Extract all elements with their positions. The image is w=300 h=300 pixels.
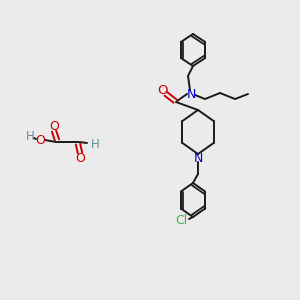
Text: O: O <box>49 119 59 133</box>
Text: O: O <box>158 85 168 98</box>
Text: O: O <box>75 152 85 164</box>
Text: O: O <box>35 134 45 146</box>
Text: N: N <box>193 152 203 166</box>
Text: H: H <box>91 137 99 151</box>
Text: Cl: Cl <box>175 214 187 226</box>
Text: N: N <box>186 88 196 100</box>
Text: H: H <box>26 130 34 143</box>
